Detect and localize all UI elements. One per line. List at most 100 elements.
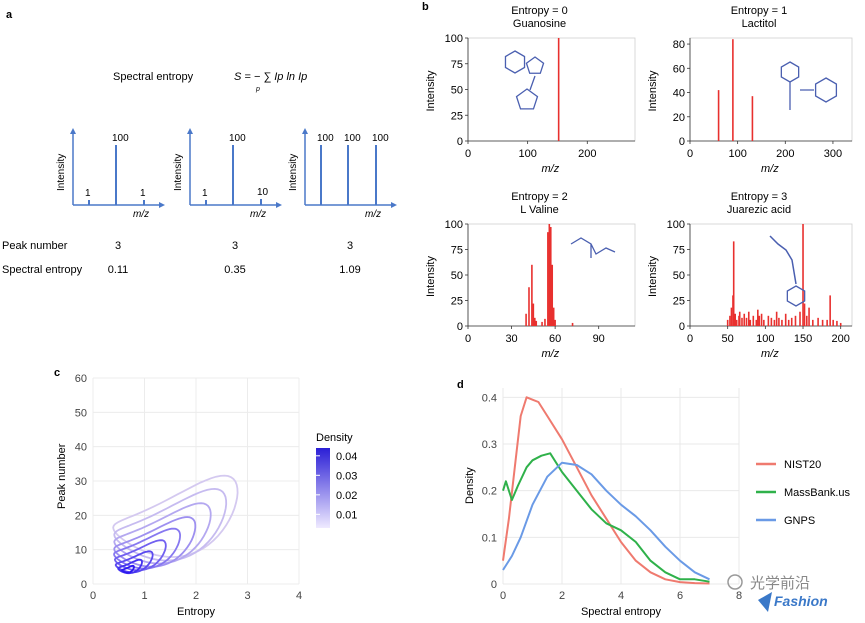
a-y-arrow — [302, 128, 308, 134]
a-x-arrow — [159, 202, 165, 208]
c-y-tick-label: 0 — [81, 579, 87, 591]
a-peak-label: 10 — [257, 187, 269, 198]
panel-d: d 0 0.1 0.2 0.3 0.4 0 2 4 6 8 Spectral entropy Dens… — [457, 379, 851, 618]
valine-structure-icon — [570, 237, 616, 258]
b-x-tick-label: 0 — [687, 333, 693, 345]
c-density-contour — [114, 550, 154, 574]
b-y-tick-label: 25 — [451, 296, 463, 308]
a-y-label: Intensity — [56, 154, 67, 191]
lactitol-chain-icon — [789, 82, 814, 110]
c-y-tick-label: 40 — [75, 442, 87, 454]
b-x-label: m/z — [542, 348, 560, 360]
density-contour-plot: 0 10 20 30 40 50 60 0 1 2 3 4 Entropy Peak number — [56, 373, 302, 618]
b-x-tick-label: 0 — [465, 148, 471, 160]
b-y-label: Intensity — [647, 256, 659, 297]
a-peak-label: 100 — [112, 133, 129, 144]
b-y-tick-label: 100 — [445, 33, 463, 45]
a-x-arrow — [391, 202, 397, 208]
b-y-label: Intensity — [425, 256, 437, 297]
b-x-tick-label: 50 — [722, 333, 734, 345]
guanosine-ribose-ring-icon — [515, 88, 539, 110]
lactitol-ring-icon — [780, 61, 800, 83]
c-legend-tick-label: 0.04 — [336, 451, 357, 463]
wechat-icon — [727, 574, 743, 590]
fashion-logo-icon — [758, 592, 772, 612]
panel-d-label: d — [457, 379, 464, 391]
b-y-tick-label: 0 — [457, 136, 463, 148]
row-spectral-entropy-label: Spectral entropy — [2, 264, 83, 276]
b-x-tick-label: 0 — [687, 148, 693, 160]
a-x-label: m/z — [250, 209, 266, 220]
d-legend-label: GNPS — [784, 515, 815, 527]
d-series-line — [502, 461, 710, 581]
b-spectrum-title: Entropy = 1 — [731, 5, 788, 17]
a-peak-number: 3 — [347, 240, 353, 252]
panel-a-label: a — [6, 9, 13, 21]
a-entropy-value: 1.09 — [339, 264, 360, 276]
d-y-tick-label: 0.2 — [482, 486, 497, 498]
a-peak-number: 3 — [232, 240, 238, 252]
a-peak-label: 1 — [140, 188, 146, 199]
b-x-label: m/z — [761, 348, 779, 360]
d-series-line — [502, 452, 710, 583]
b-x-tick-label: 200 — [776, 148, 794, 160]
b-y-tick-label: 40 — [673, 88, 685, 100]
c-y-tick-label: 10 — [75, 545, 87, 557]
b-spectrum-title: Entropy = 0 — [511, 5, 568, 17]
c-density-contour — [113, 539, 167, 572]
lactitol-galactose-ring-icon — [814, 77, 838, 103]
line-chart-legend: NIST20 MassBank.us GNPS — [756, 459, 851, 527]
b-spectrum-title: Entropy = 2 — [511, 191, 568, 203]
d-series-line — [502, 396, 710, 585]
panel-b-label: b — [422, 1, 429, 13]
b-y-tick-label: 50 — [451, 270, 463, 282]
c-x-tick-label: 1 — [141, 590, 147, 602]
c-legend-tick-label: 0.01 — [336, 509, 357, 521]
a-entropy-value: 0.11 — [108, 264, 129, 276]
b-x-tick-label: 60 — [549, 333, 561, 345]
juarezic-benzene-ring-icon — [786, 285, 806, 307]
b-y-tick-label: 50 — [451, 85, 463, 97]
b-x-tick-label: 100 — [728, 148, 746, 160]
a-peak-label: 1 — [85, 188, 91, 199]
density-line-chart: 0 0.1 0.2 0.3 0.4 0 2 4 6 8 Spectral entropy Densit… — [464, 388, 742, 618]
watermark-logo: 光学前沿 Fashion — [727, 574, 828, 612]
b-x-tick-label: 200 — [578, 148, 596, 160]
b-y-tick-label: 60 — [673, 63, 685, 75]
b-compound-name: L Valine — [520, 204, 559, 216]
c-density-contour — [121, 564, 135, 574]
c-density-contour — [112, 474, 239, 558]
b-x-label: m/z — [761, 163, 779, 175]
panel-c: c 0 10 20 30 40 50 60 0 1 2 3 4 Entropy Peak number D… — [54, 367, 357, 618]
b-y-tick-label: 25 — [673, 296, 685, 308]
b-x-tick-label: 200 — [832, 333, 850, 345]
c-y-tick-label: 60 — [75, 373, 87, 385]
b-plot-frame — [467, 37, 636, 142]
b-x-tick-label: 300 — [824, 148, 842, 160]
b-plot-frame — [689, 223, 853, 327]
a-x-arrow — [276, 202, 282, 208]
b-x-tick-label: 100 — [756, 333, 774, 345]
panel-a: a Spectral entropy S = − ∑ Ip ln Ip p In… — [2, 9, 397, 276]
guanosine-imidazole-ring-icon — [525, 56, 545, 74]
b-spectrum-title: Entropy = 3 — [731, 191, 788, 203]
d-legend-label: MassBank.us — [784, 487, 851, 499]
panel-a-spectra: Intensity m/z 1 100 1 3 0.11 Intensity m/z 1 100 10… — [56, 128, 397, 276]
d-y-tick-label: 0.3 — [482, 439, 497, 451]
c-density-contour — [113, 516, 197, 568]
c-x-tick-label: 4 — [296, 590, 302, 602]
a-peak-label: 1 — [202, 188, 208, 199]
c-x-label: Entropy — [177, 606, 215, 618]
density-legend-title: Density — [316, 432, 353, 444]
c-legend-tick-label: 0.03 — [336, 470, 357, 482]
c-density-contour — [113, 487, 228, 562]
d-legend-label: NIST20 — [784, 459, 821, 471]
c-density-contour — [117, 558, 143, 575]
b-y-tick-label: 0 — [679, 321, 685, 333]
c-y-tick-label: 50 — [75, 407, 87, 419]
a-entropy-value: 0.35 — [224, 264, 245, 276]
b-y-tick-label: 50 — [673, 270, 685, 282]
b-x-tick-label: 100 — [518, 148, 536, 160]
d-y-tick-label: 0.4 — [482, 392, 497, 404]
